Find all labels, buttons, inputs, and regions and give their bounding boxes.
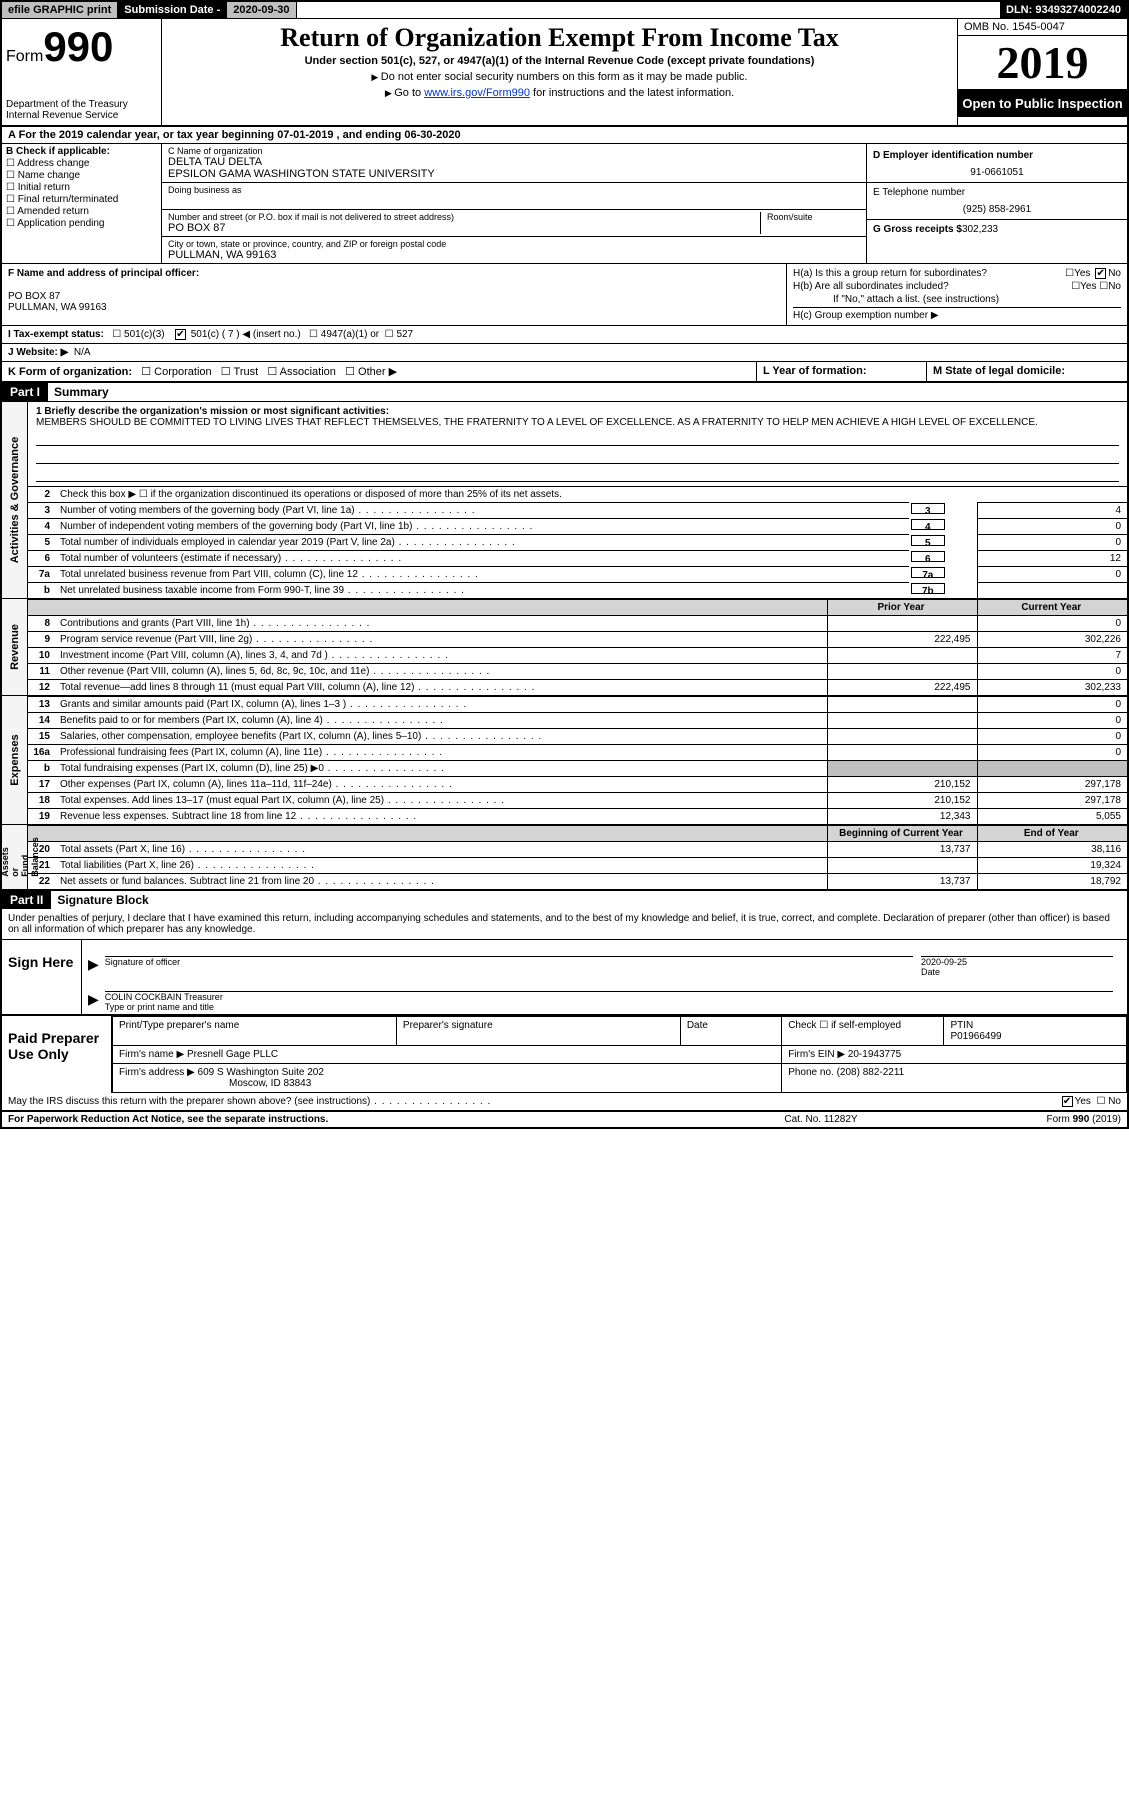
top-bar: efile GRAPHIC print Submission Date - 20… xyxy=(2,2,1127,19)
tax-year: 2019 xyxy=(958,36,1127,90)
line-k: K Form of organization: ☐ Corporation ☐ … xyxy=(2,362,757,381)
instruction-2: Go to www.irs.gov/Form990 for instructio… xyxy=(170,87,949,99)
section-h: H(a) Is this a group return for subordin… xyxy=(787,264,1127,325)
submission-date-value: 2020-09-30 xyxy=(227,2,296,18)
expenses-table: 13Grants and similar amounts paid (Part … xyxy=(28,696,1127,824)
efile-label: efile GRAPHIC print xyxy=(2,2,118,18)
section-d: D Employer identification number 91-0661… xyxy=(867,144,1127,263)
expenses-tab: Expenses xyxy=(2,696,28,824)
section-b: B Check if applicable: ☐ Address change … xyxy=(2,144,162,263)
mission-block: 1 Briefly describe the organization's mi… xyxy=(28,402,1127,486)
submission-date-label: Submission Date - xyxy=(118,2,227,18)
department-label: Department of the Treasury Internal Reve… xyxy=(6,99,157,121)
discuss-line: May the IRS discuss this return with the… xyxy=(2,1093,1127,1111)
part-i-header: Part ISummary xyxy=(2,383,1127,401)
form990-link[interactable]: www.irs.gov/Form990 xyxy=(424,87,530,99)
governance-table: 2Check this box ▶ ☐ if the organization … xyxy=(28,486,1127,598)
line-l: L Year of formation: xyxy=(757,362,927,381)
revenue-table: Prior YearCurrent Year8Contributions and… xyxy=(28,599,1127,695)
net-assets-table: Beginning of Current YearEnd of Year20To… xyxy=(28,825,1127,889)
omb-number: OMB No. 1545-0047 xyxy=(958,19,1127,36)
form-header: Form990 Department of the Treasury Inter… xyxy=(2,19,1127,127)
page-footer: For Paperwork Reduction Act Notice, see … xyxy=(2,1111,1127,1127)
paid-preparer-block: Paid Preparer Use Only Print/Type prepar… xyxy=(2,1014,1127,1093)
sign-here-block: Sign Here ▶ Signature of officer 2020-09… xyxy=(2,939,1127,1014)
part-ii-header: Part IISignature Block xyxy=(2,889,1127,909)
line-i: I Tax-exempt status: ☐ 501(c)(3) 501(c) … xyxy=(2,326,1127,344)
form-title: Return of Organization Exempt From Incom… xyxy=(170,23,949,53)
section-c: C Name of organization DELTA TAU DELTA E… xyxy=(162,144,867,263)
activities-governance-tab: Activities & Governance xyxy=(2,402,28,598)
dln-value: DLN: 93493274002240 xyxy=(1000,2,1127,18)
revenue-tab: Revenue xyxy=(2,599,28,695)
tax-period: A For the 2019 calendar year, or tax yea… xyxy=(2,127,1127,144)
section-f: F Name and address of principal officer:… xyxy=(2,264,787,325)
form-subtitle: Under section 501(c), 527, or 4947(a)(1)… xyxy=(170,55,949,67)
line-m: M State of legal domicile: xyxy=(927,362,1127,381)
net-assets-tab: Net Assets or Fund Balances xyxy=(2,825,28,889)
form-number: Form990 xyxy=(6,23,157,71)
line-j: J Website: ▶ N/A xyxy=(2,344,1127,362)
open-public-badge: Open to Public Inspection xyxy=(958,90,1127,117)
signature-declaration: Under penalties of perjury, I declare th… xyxy=(2,909,1127,939)
instruction-1: Do not enter social security numbers on … xyxy=(170,71,949,83)
